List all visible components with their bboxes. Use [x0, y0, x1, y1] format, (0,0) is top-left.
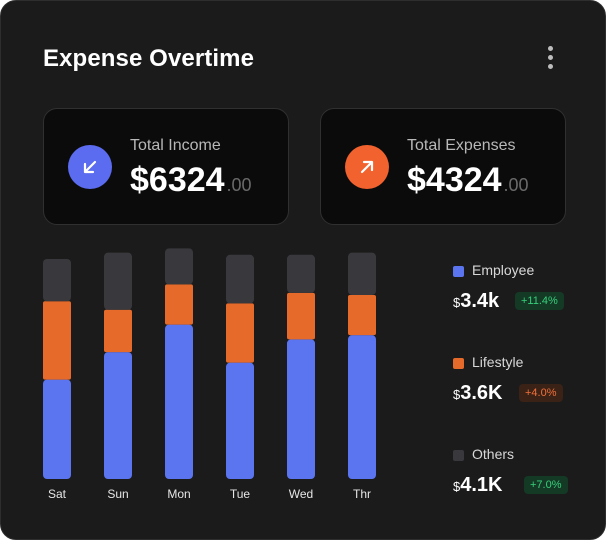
total-expenses-value: $4324.00 — [407, 161, 529, 199]
bar-employee-thr — [348, 335, 376, 479]
bar-lifestyle-mon — [165, 284, 193, 325]
legend-label: Lifestyle — [472, 354, 524, 370]
total-income-value: $6324.00 — [130, 161, 252, 199]
total-expenses-label: Total Expenses — [407, 137, 516, 154]
legend-amount: $3.4k — [453, 290, 500, 312]
total-income-card: Total Income $6324.00 — [43, 108, 289, 225]
total-income-label: Total Income — [130, 137, 221, 154]
change-badge: +4.0% — [519, 384, 563, 402]
bar-lifestyle-sat — [43, 301, 71, 380]
x-tick-label: Sat — [48, 487, 67, 501]
legend-label: Others — [472, 446, 515, 462]
legend-amount: $4.1K — [453, 474, 503, 496]
bar-lifestyle-tue — [226, 303, 254, 363]
legend-label: Employee — [472, 262, 535, 278]
bar-others-sat — [43, 259, 71, 302]
bar-employee-mon — [165, 324, 193, 479]
x-tick-label: Tue — [230, 487, 251, 501]
x-tick-label: Sun — [107, 487, 128, 501]
bar-employee-wed — [287, 339, 315, 479]
bar-employee-sat — [43, 379, 71, 479]
bar-others-mon — [165, 248, 193, 285]
bar-lifestyle-thr — [348, 294, 376, 336]
bar-others-wed — [287, 254, 315, 293]
bar-others-thr — [348, 252, 376, 295]
bar-employee-sun — [104, 352, 132, 479]
legend-swatch — [453, 358, 464, 369]
legend-amount: $3.6K — [453, 382, 503, 404]
total-expenses-card: Total Expenses $4324.00 — [320, 108, 566, 225]
change-badge: +7.0% — [524, 476, 568, 494]
x-tick-label: Thr — [353, 487, 371, 501]
card-title: Expense Overtime — [43, 45, 255, 72]
bar-lifestyle-wed — [287, 292, 315, 340]
bar-lifestyle-sun — [104, 309, 132, 353]
x-tick-label: Mon — [167, 487, 190, 501]
legend-swatch — [453, 450, 464, 461]
bar-employee-tue — [226, 362, 254, 479]
bar-others-sun — [104, 252, 132, 310]
legend-swatch — [453, 266, 464, 277]
x-tick-label: Wed — [289, 487, 313, 501]
arrow-down-left-icon — [68, 145, 112, 189]
more-vertical-icon[interactable] — [544, 46, 558, 74]
arrow-up-right-icon — [345, 145, 389, 189]
change-badge: +11.4% — [515, 292, 564, 310]
bar-others-tue — [226, 254, 254, 304]
